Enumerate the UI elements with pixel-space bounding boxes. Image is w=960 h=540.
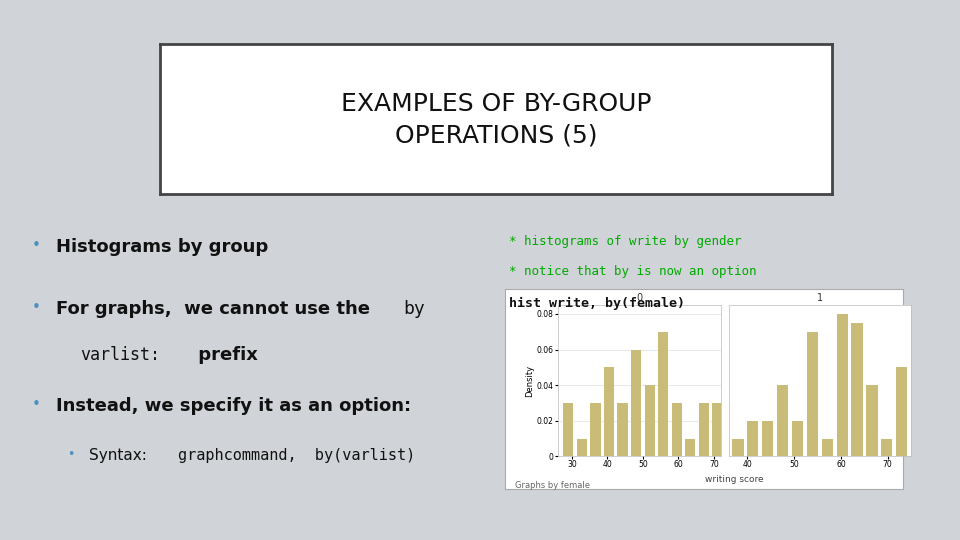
- Text: For graphs,  we cannot use the: For graphs, we cannot use the: [56, 300, 376, 318]
- Text: Syntax:: Syntax:: [89, 448, 152, 463]
- Bar: [822, 438, 833, 456]
- Bar: [806, 332, 818, 456]
- Bar: [604, 367, 614, 456]
- Text: EXAMPLES OF BY-GROUP
OPERATIONS (5): EXAMPLES OF BY-GROUP OPERATIONS (5): [341, 92, 652, 147]
- Y-axis label: Density: Density: [525, 364, 534, 397]
- Bar: [699, 403, 708, 456]
- Bar: [672, 403, 682, 456]
- Bar: [881, 438, 893, 456]
- Bar: [866, 385, 877, 456]
- Text: * histograms of write by gender: * histograms of write by gender: [509, 235, 741, 248]
- Text: Histograms by group: Histograms by group: [56, 238, 268, 255]
- Text: •: •: [32, 300, 40, 315]
- Bar: [896, 367, 907, 456]
- Bar: [792, 421, 804, 456]
- Bar: [577, 438, 588, 456]
- Bar: [762, 421, 774, 456]
- Bar: [659, 332, 668, 456]
- Bar: [590, 403, 601, 456]
- Text: •: •: [32, 397, 40, 412]
- Bar: [732, 438, 744, 456]
- Text: 0: 0: [636, 293, 642, 303]
- Bar: [644, 385, 655, 456]
- Text: •: •: [32, 238, 40, 253]
- Text: by: by: [403, 300, 425, 318]
- Bar: [836, 314, 848, 456]
- Bar: [631, 349, 641, 456]
- Text: Graphs by female: Graphs by female: [515, 481, 589, 490]
- Bar: [712, 403, 723, 456]
- Bar: [777, 385, 788, 456]
- Text: varlist:: varlist:: [81, 346, 160, 363]
- Bar: [747, 421, 758, 456]
- Text: hist write, by(female): hist write, by(female): [509, 297, 684, 310]
- Text: 1: 1: [817, 293, 823, 303]
- Bar: [852, 323, 863, 456]
- Bar: [564, 403, 573, 456]
- Bar: [617, 403, 628, 456]
- Text: prefix: prefix: [192, 346, 258, 363]
- Text: writing score: writing score: [705, 475, 764, 484]
- Text: •: •: [67, 448, 75, 461]
- Text: * notice that by is now an option: * notice that by is now an option: [509, 265, 756, 278]
- Text: Instead, we specify it as an option:: Instead, we specify it as an option:: [56, 397, 411, 415]
- Bar: [685, 438, 695, 456]
- Text: graphcommand,  by(varlist): graphcommand, by(varlist): [178, 448, 415, 463]
